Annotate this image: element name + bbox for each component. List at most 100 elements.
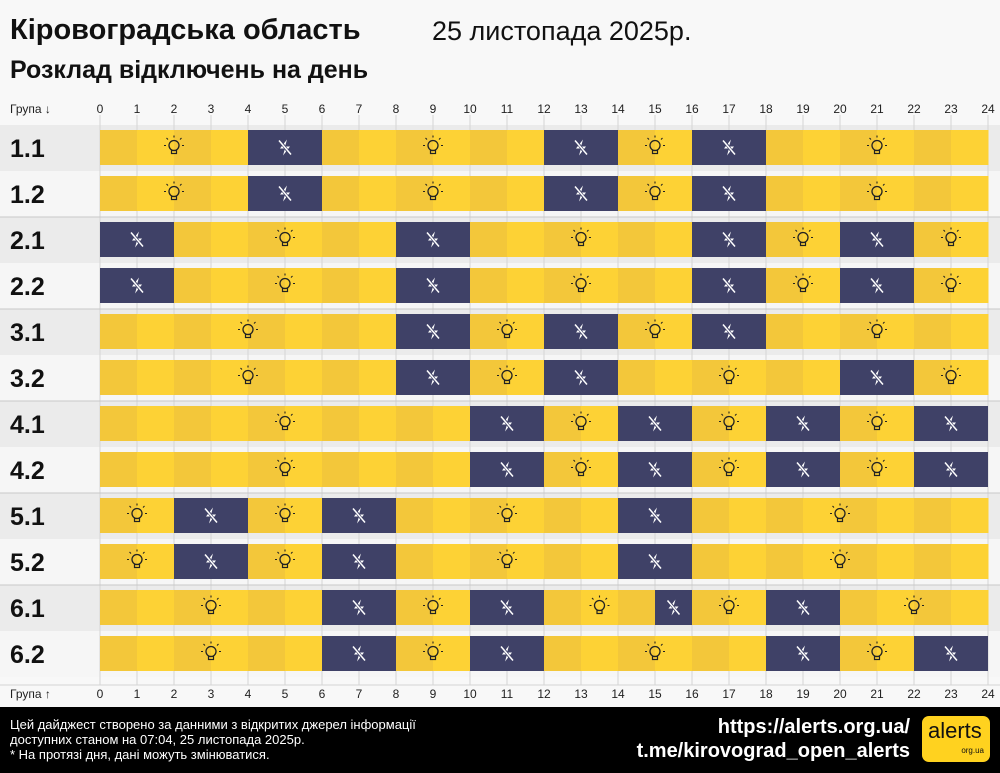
power-on-segment: [470, 314, 508, 349]
tick-label-bottom: 23: [944, 687, 958, 701]
power-on-segment: [914, 544, 952, 579]
tick-label-bottom: 1: [134, 687, 141, 701]
lightbulb-base: [577, 287, 585, 293]
power-on-segment: [211, 130, 249, 165]
power-on-segment: [618, 176, 656, 211]
power-on-segment: [507, 544, 545, 579]
tick-label-top: 20: [833, 102, 847, 116]
power-off-slash: [722, 278, 736, 293]
power-on-segment: [211, 360, 249, 395]
power-on-segment: [507, 314, 545, 349]
power-on-segment: [396, 590, 434, 625]
power-on-segment: [729, 452, 767, 487]
lightbulb-base: [651, 655, 659, 661]
telegram-link[interactable]: t.me/kirovograd_open_alerts: [636, 740, 910, 762]
power-on-segment: [877, 406, 915, 441]
power-on-segment: [803, 360, 841, 395]
power-off-slash: [870, 278, 884, 293]
power-off-slash: [796, 416, 810, 431]
power-on-segment: [100, 544, 138, 579]
power-off-slash: [130, 278, 144, 293]
tick-label-top: 24: [981, 102, 995, 116]
lightbulb-rays: [941, 227, 961, 239]
power-on-segment: [211, 406, 249, 441]
alerts-logo: alerts org.ua: [922, 716, 990, 762]
power-on-segment: [100, 636, 138, 671]
tick-label-top: 15: [648, 102, 662, 116]
power-off-slash: [722, 186, 736, 201]
tick-label-bottom: 11: [501, 687, 514, 701]
lightbulb-base: [503, 517, 511, 523]
power-on-segment: [137, 314, 175, 349]
power-on-segment: [248, 636, 286, 671]
power-on-segment: [285, 268, 323, 303]
lightbulb-rays: [275, 411, 295, 423]
lightbulb-base: [651, 333, 659, 339]
power-off-slash: [722, 140, 736, 155]
lightbulb-rays: [867, 181, 887, 193]
site-link[interactable]: https://alerts.org.ua/: [717, 716, 910, 738]
power-on-segment: [137, 176, 175, 211]
tick-label-bottom: 24: [981, 687, 995, 701]
power-on-segment: [840, 406, 878, 441]
tick-label-top: 19: [796, 102, 810, 116]
power-off-slash: [426, 278, 440, 293]
lightbulb-rays: [127, 503, 147, 515]
power-off-slash: [648, 508, 662, 523]
group-label: 6.2: [10, 641, 45, 669]
power-on-segment: [359, 130, 397, 165]
lightbulb-base: [947, 287, 955, 293]
power-on-segment: [470, 130, 508, 165]
tick-label-bottom: 22: [907, 687, 921, 701]
power-off-slash: [944, 462, 958, 477]
power-on-segment: [951, 268, 989, 303]
power-off-slash: [426, 370, 440, 385]
lightbulb-rays: [238, 319, 258, 331]
lightbulb-base: [947, 241, 955, 247]
tick-label-bottom: 5: [282, 687, 289, 701]
power-on-segment: [174, 406, 212, 441]
lightbulb-rays: [793, 227, 813, 239]
power-on-segment: [137, 406, 175, 441]
lightbulb-base: [947, 379, 955, 385]
power-on-segment: [581, 222, 619, 257]
group-label: 1.2: [10, 181, 45, 209]
power-on-segment: [951, 360, 989, 395]
power-on-segment: [877, 452, 915, 487]
lightbulb-base: [725, 425, 733, 431]
lightbulb-rays: [497, 549, 517, 561]
lightbulb-base: [170, 195, 178, 201]
lightbulb-base: [873, 195, 881, 201]
power-on-segment: [100, 498, 138, 533]
lightbulb-base: [577, 425, 585, 431]
tick-label-bottom: 3: [208, 687, 215, 701]
power-off-slash: [574, 370, 588, 385]
lightbulb-rays: [571, 273, 591, 285]
power-on-segment: [322, 360, 360, 395]
lightbulb-base: [503, 333, 511, 339]
power-on-segment: [507, 130, 545, 165]
power-off-slash: [500, 600, 514, 615]
power-on-segment: [322, 406, 360, 441]
lightbulb-rays: [497, 503, 517, 515]
power-on-segment: [174, 222, 212, 257]
power-on-segment: [470, 360, 508, 395]
power-on-segment: [507, 498, 545, 533]
power-on-segment: [211, 636, 249, 671]
power-on-segment: [581, 636, 619, 671]
footer-note-3: * На протязі дня, дані можуть змінюватис…: [10, 747, 270, 762]
power-on-segment: [248, 452, 286, 487]
tick-label-top: 5: [282, 102, 289, 116]
power-on-segment: [766, 176, 804, 211]
group-label: 5.1: [10, 503, 45, 531]
power-on-segment: [951, 544, 989, 579]
tick-label-bottom: 20: [833, 687, 847, 701]
lightbulb-rays: [275, 227, 295, 239]
power-on-segment: [248, 406, 286, 441]
power-on-segment: [322, 130, 360, 165]
power-on-segment: [396, 176, 434, 211]
power-on-segment: [840, 130, 878, 165]
power-on-segment: [211, 314, 249, 349]
power-off-slash: [204, 554, 218, 569]
tick-label-bottom: 17: [722, 687, 736, 701]
